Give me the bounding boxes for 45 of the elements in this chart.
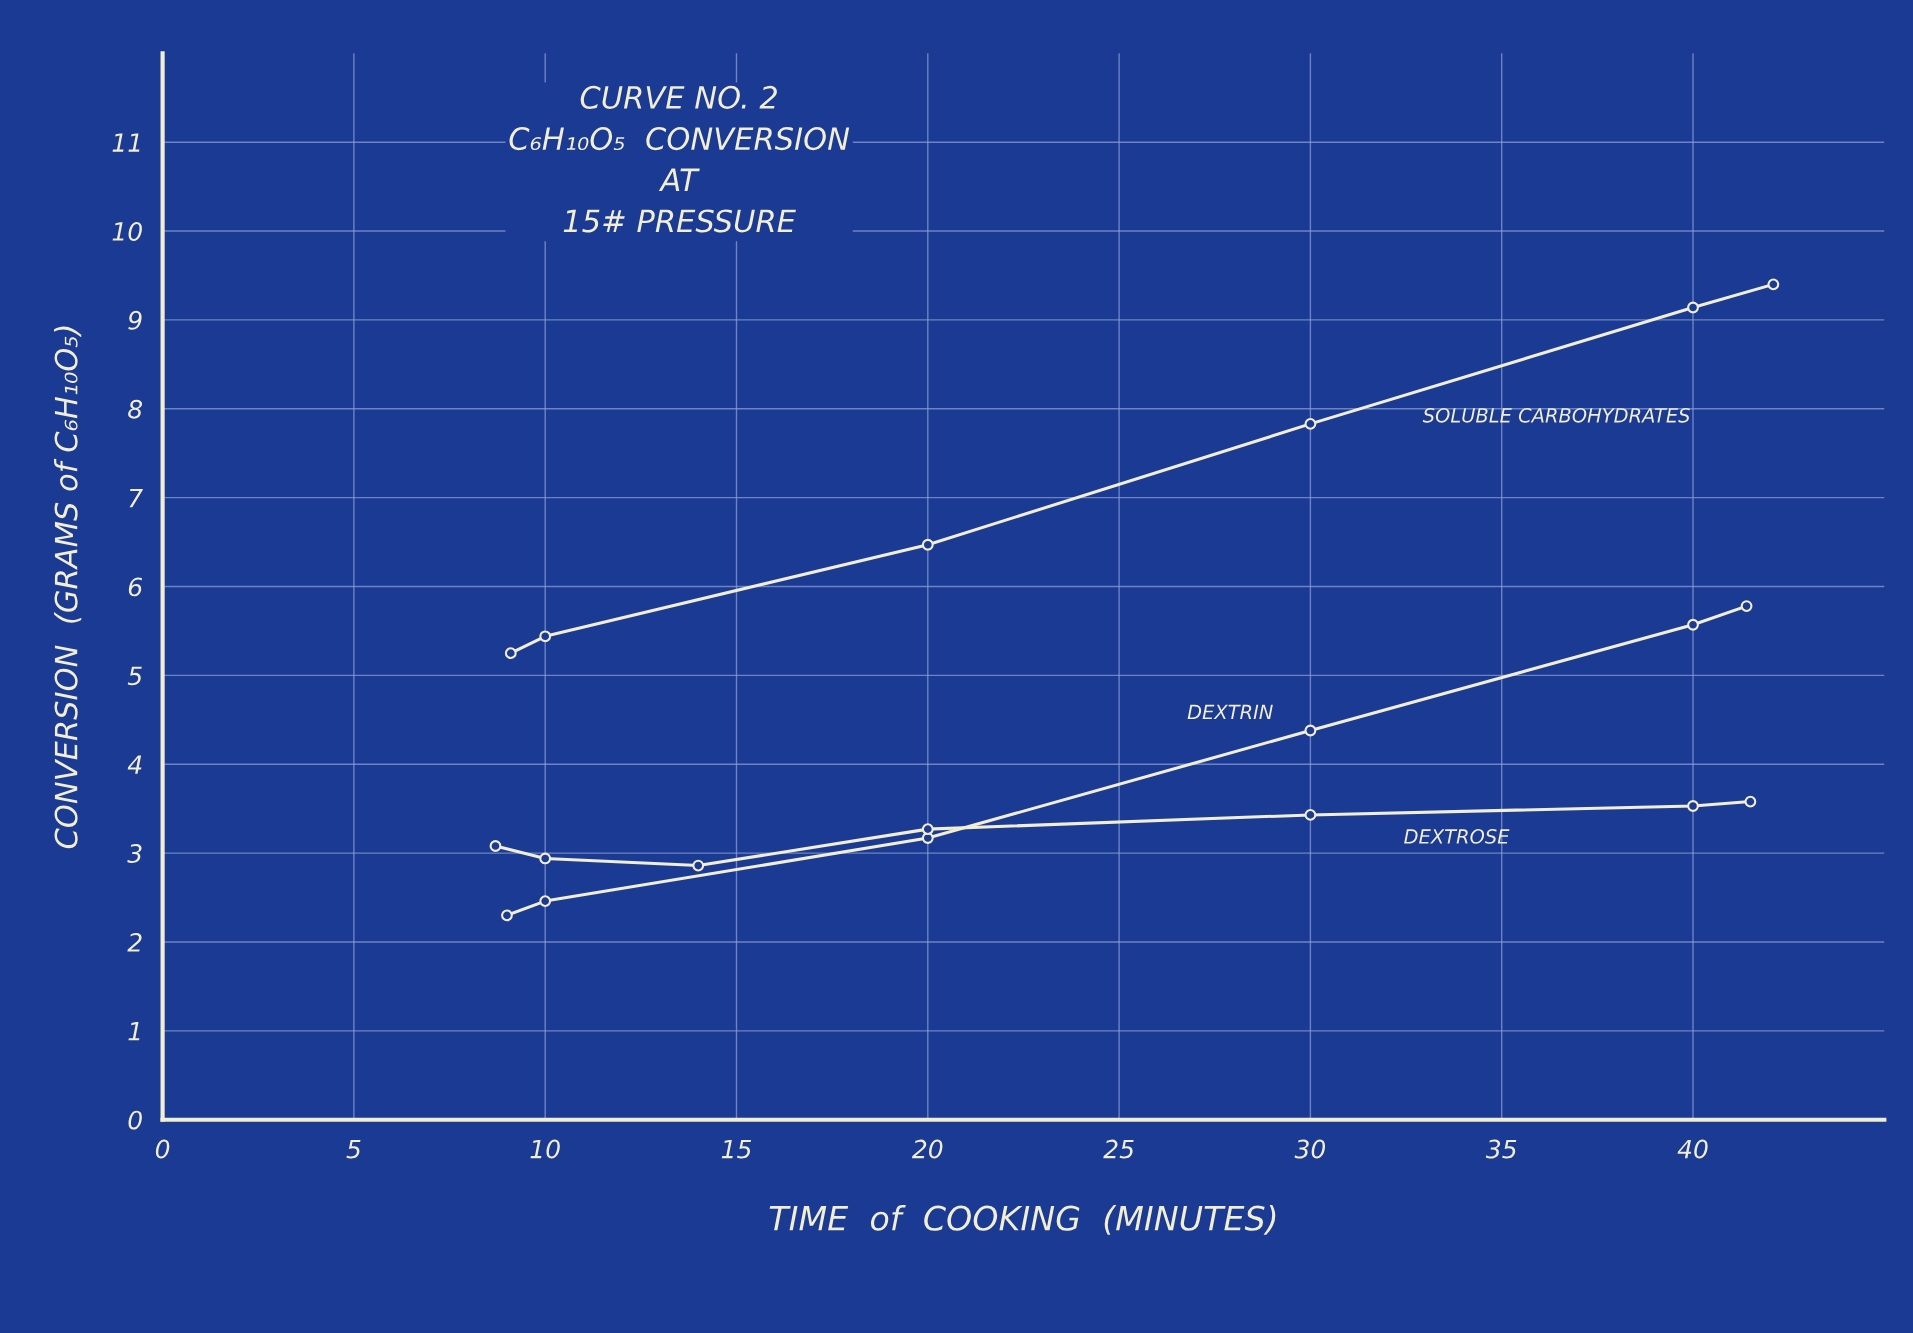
point	[1744, 795, 1757, 808]
y-tick-label: 1	[128, 1022, 140, 1041]
y-tick-label: 9	[128, 310, 142, 330]
y-tick-label: 0	[128, 1110, 142, 1130]
x-tick-label: 5	[346, 1139, 361, 1159]
point	[692, 859, 705, 872]
point	[1687, 618, 1699, 631]
point	[1304, 809, 1317, 821]
x-tick-label: 15	[721, 1139, 752, 1159]
point	[921, 823, 934, 836]
y-tick-label: 11	[112, 133, 140, 152]
point	[1304, 724, 1317, 737]
y-tick-label: 6	[128, 577, 143, 597]
text: CURVE NO. 2 C₆H₁₀O₅ CONVERSION AT 15# PRESSURE	[509, 85, 850, 233]
x-tick-label: 30	[1294, 1139, 1326, 1159]
point	[921, 538, 934, 551]
point	[504, 647, 517, 660]
y-tick-label: 5	[127, 666, 142, 686]
y-axis-title: CONVERSION (GRAMS of C₆H₁₀O₅)	[54, 326, 82, 849]
point	[489, 840, 502, 852]
point	[539, 852, 552, 865]
point	[1740, 600, 1753, 612]
point	[1687, 800, 1699, 812]
x-tick-label: 10	[530, 1139, 560, 1159]
y-tick-label: 7	[129, 488, 143, 508]
x-tick-label: 35	[1485, 1139, 1517, 1159]
x-tick-label: 40	[1677, 1139, 1708, 1159]
x-tick-label: 0	[155, 1139, 170, 1159]
point	[539, 895, 552, 908]
y-tick-label: 4	[127, 755, 142, 774]
point	[1767, 278, 1780, 291]
y-tick-label: 2	[127, 932, 142, 952]
x-axis-title: TIME of COOKING (MINUTES)	[769, 1205, 1276, 1235]
series-label: DEXTROSE	[1404, 829, 1510, 844]
y-tick-label: 10	[112, 222, 142, 241]
point	[539, 630, 552, 643]
point	[1304, 417, 1317, 430]
point	[1687, 301, 1699, 314]
y-tick-label: 8	[128, 399, 143, 419]
x-tick-label: 20	[912, 1139, 943, 1159]
y-tick-label: 3	[127, 844, 142, 863]
x-tick-label: 25	[1103, 1139, 1134, 1159]
point	[501, 909, 513, 922]
series-label: DEXTRIN	[1187, 704, 1273, 719]
series-label: SOLUBLE CARBOHYDRATES	[1422, 407, 1690, 423]
